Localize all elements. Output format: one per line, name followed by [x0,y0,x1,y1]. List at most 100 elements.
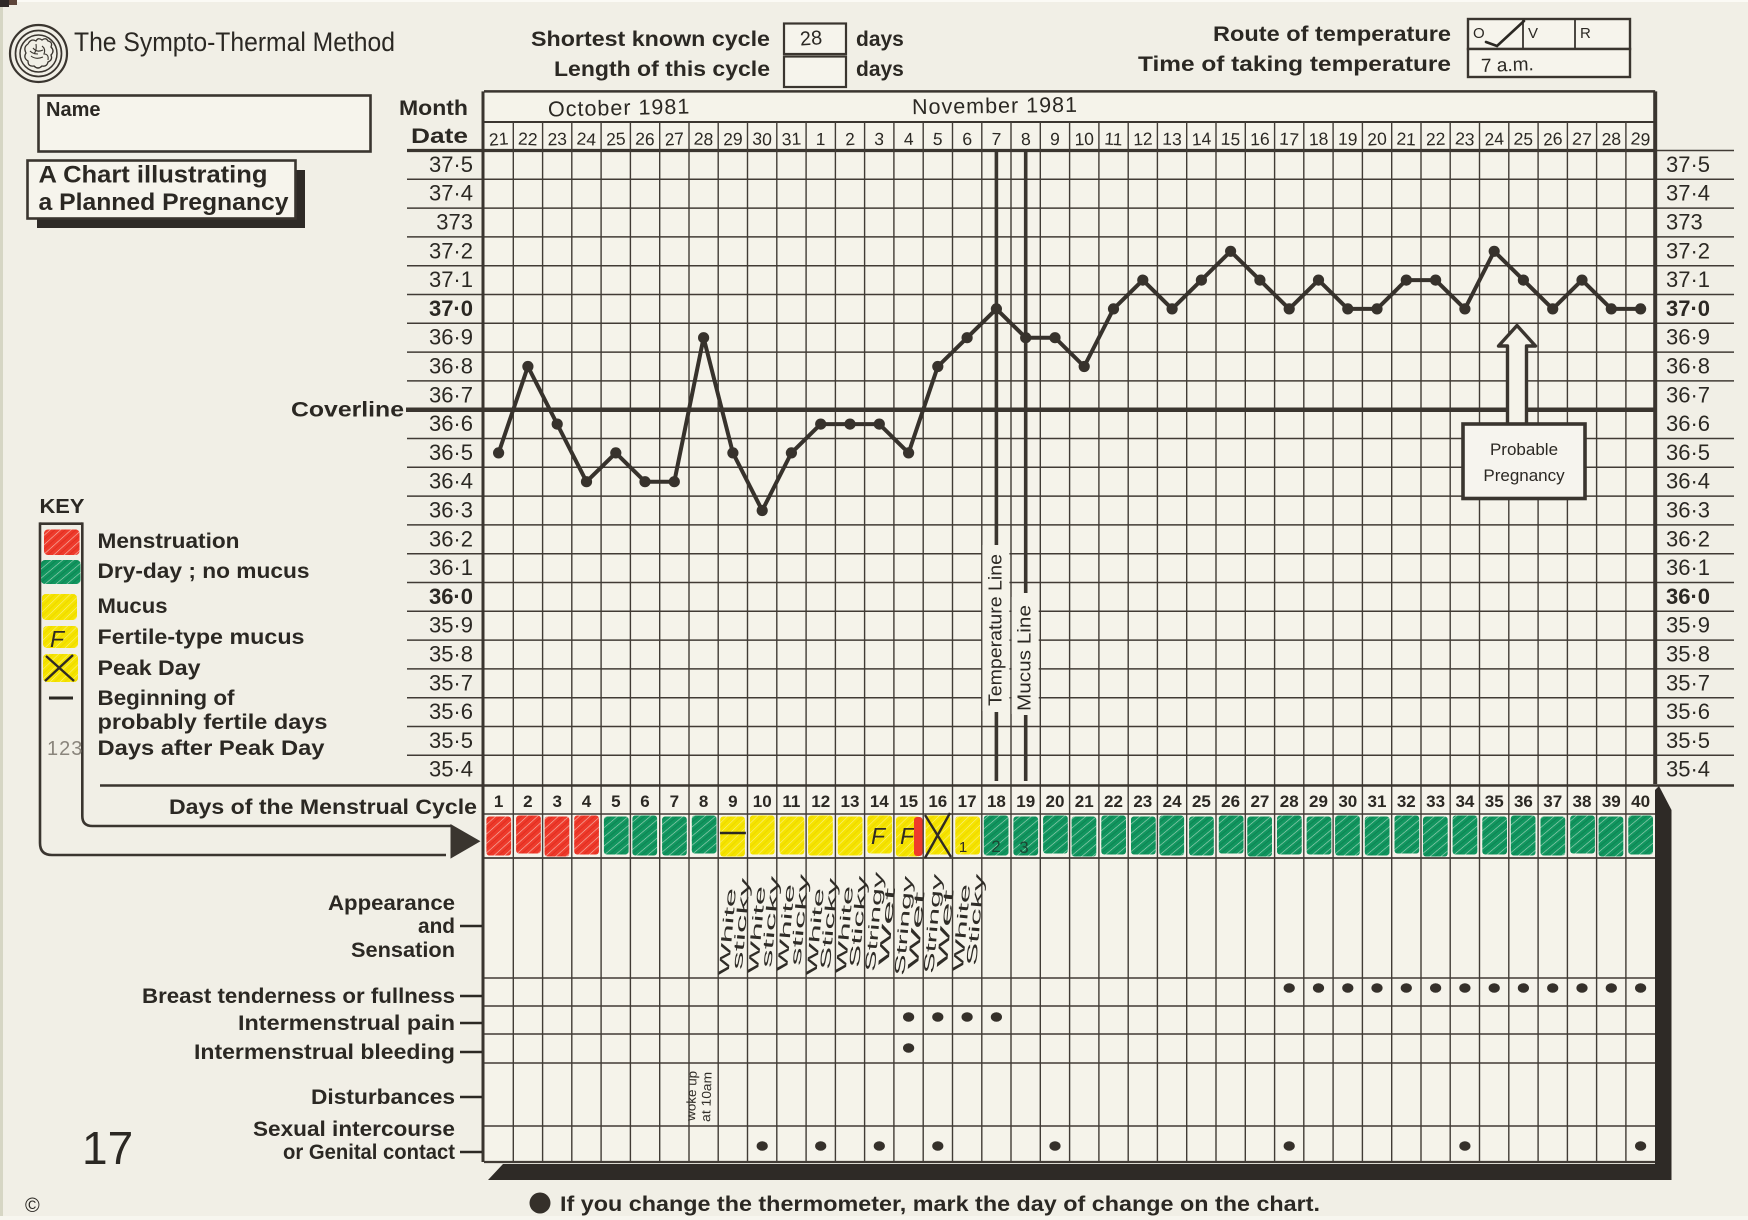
svg-text:36·8: 36·8 [429,354,473,379]
svg-text:19: 19 [1338,129,1358,150]
svg-text:36·3: 36·3 [1666,498,1710,523]
svg-text:15: 15 [1220,128,1240,149]
svg-text:probably fertile days: probably fertile days [98,711,328,734]
svg-text:36·7: 36·7 [429,382,473,407]
svg-text:36·1: 36·1 [1666,555,1710,580]
svg-text:5: 5 [932,129,943,150]
svg-text:Days of the Menstrual Cycle: Days of the Menstrual Cycle [169,796,477,819]
svg-text:35·9: 35·9 [1666,613,1710,638]
svg-text:26: 26 [1221,792,1240,811]
svg-text:or Genital contact: or Genital contact [283,1141,455,1164]
svg-text:If you change the thermometer,: If you change the thermometer, mark the … [560,1193,1320,1216]
svg-text:29: 29 [1630,128,1651,149]
svg-text:27: 27 [664,128,685,149]
svg-text:37·5: 37·5 [1666,152,1710,177]
svg-text:373: 373 [436,210,473,235]
svg-text:KEY: KEY [40,496,86,518]
svg-text:21: 21 [488,128,509,149]
svg-text:35·7: 35·7 [1666,670,1710,695]
svg-text:36·2: 36·2 [1666,526,1710,551]
svg-text:and: and [418,915,455,938]
svg-text:8: 8 [699,792,708,811]
svg-text:6: 6 [640,792,649,811]
svg-text:36·4: 36·4 [429,469,473,494]
svg-text:days: days [856,58,904,81]
svg-text:36·5: 36·5 [1666,440,1710,465]
svg-text:30: 30 [752,128,773,149]
svg-text:Menstruation: Menstruation [98,530,240,553]
svg-text:37·4: 37·4 [429,181,473,206]
svg-text:Wet: Wet [935,889,958,968]
svg-text:22: 22 [1104,792,1123,811]
svg-text:Time of taking temperature: Time of taking temperature [1138,53,1451,76]
svg-text:15: 15 [899,792,918,811]
svg-text:28: 28 [799,27,823,50]
svg-text:R: R [1580,25,1591,42]
svg-text:14: 14 [870,792,889,811]
svg-text:F: F [900,823,916,849]
svg-text:Month: Month [399,97,468,120]
svg-text:The Sympto-Thermal Method: The Sympto-Thermal Method [74,27,395,57]
svg-text:28: 28 [1601,129,1621,150]
svg-text:36·7: 36·7 [1666,382,1710,407]
svg-text:4: 4 [582,792,592,811]
svg-text:24: 24 [1163,792,1182,811]
svg-text:32: 32 [1397,792,1416,811]
svg-text:29: 29 [1309,792,1328,811]
svg-text:Appearance: Appearance [328,892,455,915]
svg-text:31: 31 [1368,792,1387,811]
svg-text:24: 24 [576,128,597,149]
svg-text:23: 23 [1133,792,1152,811]
svg-text:21: 21 [1075,792,1094,811]
svg-text:11: 11 [1104,128,1124,149]
svg-text:36: 36 [1514,792,1533,811]
svg-text:Mucus: Mucus [98,595,168,618]
svg-text:13: 13 [1162,129,1182,150]
svg-text:37: 37 [1543,792,1562,811]
svg-text:12: 12 [1133,129,1153,150]
svg-text:3: 3 [552,792,561,811]
svg-text:18: 18 [987,792,1006,811]
svg-text:36·9: 36·9 [429,325,473,350]
svg-text:7: 7 [991,129,1001,149]
svg-text:2: 2 [991,837,1000,856]
svg-text:October 1981: October 1981 [548,95,691,122]
svg-text:36·5: 36·5 [429,440,473,465]
svg-text:36·4: 36·4 [1666,469,1710,494]
svg-text:37·2: 37·2 [429,238,473,263]
svg-text:19: 19 [1016,792,1035,811]
svg-text:Intermenstrual bleeding: Intermenstrual bleeding [194,1041,455,1064]
svg-text:Mucus Line: Mucus Line [1015,605,1035,711]
svg-text:Peak Day: Peak Day [98,657,201,680]
svg-text:6: 6 [962,129,973,149]
svg-text:35: 35 [1485,792,1504,811]
svg-text:a Planned Pregnancy: a Planned Pregnancy [39,189,290,216]
svg-text:3: 3 [1019,838,1028,857]
svg-text:37·0: 37·0 [1666,296,1710,321]
svg-text:White: White [775,883,799,972]
svg-text:8: 8 [1020,129,1031,150]
svg-text:White: White [951,883,975,972]
svg-text:Coverline: Coverline [291,399,404,422]
svg-text:35·4: 35·4 [1666,757,1710,782]
svg-text:White: White [716,887,740,976]
svg-text:36·2: 36·2 [429,526,473,551]
svg-text:20: 20 [1046,792,1065,811]
svg-text:Temperature Line: Temperature Line [985,554,1005,706]
svg-text:30: 30 [1338,792,1357,811]
svg-text:29: 29 [723,129,743,150]
svg-text:2: 2 [523,792,532,811]
svg-text:17: 17 [82,1122,133,1174]
svg-text:36·0: 36·0 [429,584,473,609]
svg-text:27: 27 [1572,129,1592,150]
svg-text:Route of temperature: Route of temperature [1213,23,1451,46]
svg-text:3: 3 [874,129,885,149]
svg-text:Sexual intercourse: Sexual intercourse [253,1118,455,1141]
svg-text:A Chart illustrating: A Chart illustrating [39,162,268,189]
svg-text:37·5: 37·5 [429,152,473,177]
svg-text:White: White [746,885,770,974]
svg-text:28: 28 [1280,792,1299,811]
svg-text:36·8: 36·8 [1666,354,1710,379]
svg-text:35·8: 35·8 [429,642,473,667]
svg-text:17: 17 [958,792,977,811]
